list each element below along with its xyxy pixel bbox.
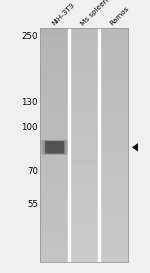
Text: 70: 70 <box>27 167 38 176</box>
Polygon shape <box>132 143 138 152</box>
FancyBboxPatch shape <box>45 141 64 154</box>
Text: 55: 55 <box>27 200 38 209</box>
Text: 250: 250 <box>21 32 38 41</box>
Text: NIH-3T3: NIH-3T3 <box>50 2 75 27</box>
Bar <box>40 28 128 262</box>
Text: Ramos: Ramos <box>109 5 130 27</box>
Text: 100: 100 <box>21 123 38 132</box>
FancyBboxPatch shape <box>41 140 68 155</box>
FancyBboxPatch shape <box>43 140 67 155</box>
Text: Ms spleen: Ms spleen <box>80 0 110 27</box>
Text: 130: 130 <box>21 98 38 107</box>
